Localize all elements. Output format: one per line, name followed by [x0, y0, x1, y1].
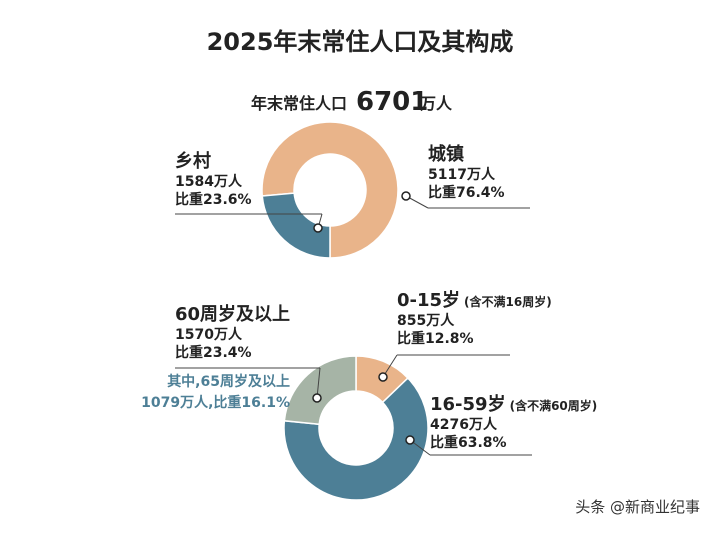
- annotation: 1079万人,比重16.1%: [141, 394, 290, 411]
- category-label: 乡村: [175, 150, 211, 172]
- value-label: 比重23.6%: [175, 191, 252, 208]
- count-label: 5117万人: [428, 166, 496, 183]
- category-label: 60周岁及以上: [175, 303, 290, 325]
- donut-slice: [261, 121, 399, 259]
- category-note: (含不满16周岁): [464, 294, 552, 309]
- category-label: 0-15岁: [397, 289, 460, 311]
- watermark: 头条 @新商业纪事: [575, 498, 700, 516]
- leader-dot: [378, 372, 388, 382]
- value-label: 比重76.4%: [428, 184, 505, 201]
- count-label: 4276万人: [430, 416, 498, 433]
- headline-suffix: 万人: [419, 94, 453, 113]
- value-label: 比重23.4%: [175, 344, 252, 361]
- leader-dot: [401, 191, 411, 201]
- category-note: (含不满60周岁): [510, 398, 598, 413]
- leader-dot: [405, 435, 415, 445]
- leader-line: [316, 367, 321, 399]
- leader-dot: [313, 223, 323, 233]
- donut-slice: [261, 192, 331, 259]
- donut-slice: [283, 376, 429, 501]
- category-label: 城镇: [428, 143, 464, 165]
- headline-number: 6701: [356, 87, 428, 117]
- count-label: 1584万人: [175, 173, 243, 190]
- category-label: 16-59岁: [430, 393, 506, 415]
- count-label: 855万人: [397, 312, 455, 329]
- leader-dot: [312, 393, 322, 403]
- count-label: 1570万人: [175, 326, 243, 343]
- value-label: 比重63.8%: [430, 434, 507, 451]
- annotation: 其中,65周岁及以上: [167, 373, 290, 390]
- title: 2025年末常住人口及其构成: [207, 28, 514, 56]
- value-label: 比重12.8%: [397, 330, 474, 347]
- donut-slice: [283, 355, 357, 426]
- headline-prefix: 年末常住人口: [251, 94, 347, 113]
